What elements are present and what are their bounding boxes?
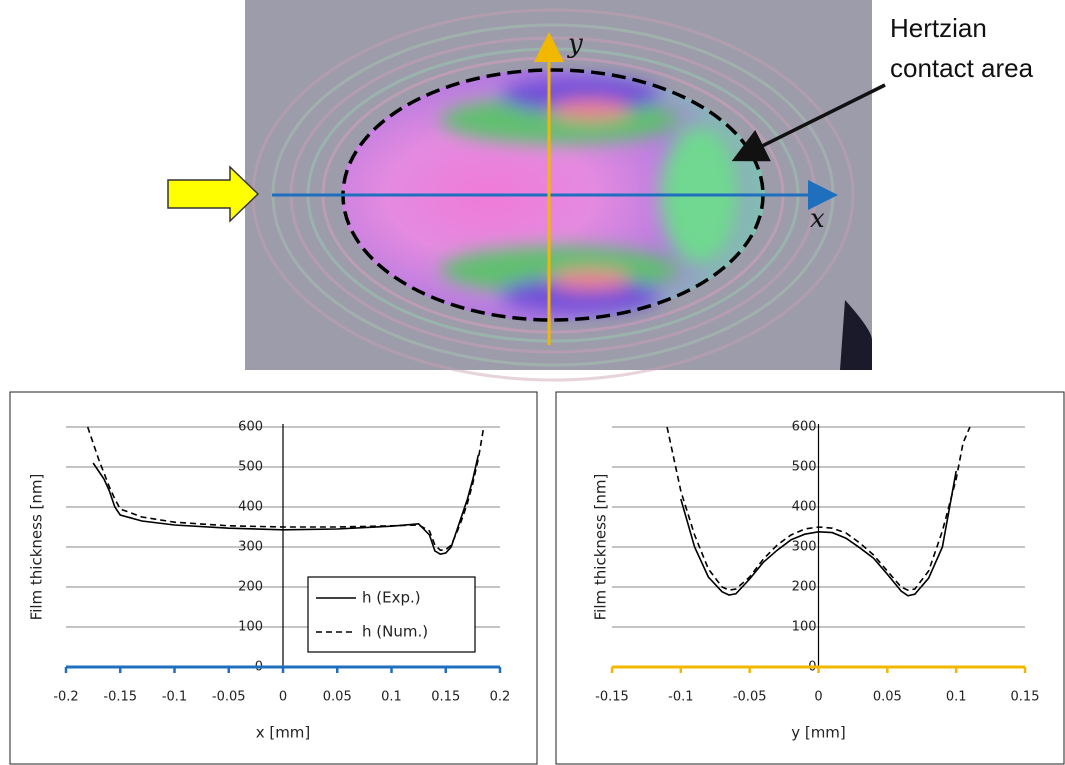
x-axis-label: x: [810, 204, 825, 234]
x-tick-label: 0.15: [431, 690, 460, 705]
x-tick-label: -0.05: [733, 690, 767, 705]
x-tick-label: 0.05: [323, 690, 352, 705]
x-axis-title: x [mm]: [256, 724, 311, 742]
y-tick-label: 500: [238, 460, 263, 475]
y-axis-title: Film thickness [nm]: [28, 474, 46, 621]
x-tick-label: 0.1: [946, 690, 967, 705]
x-tick-label: -0.05: [212, 690, 246, 705]
y-tick-label: 300: [792, 540, 817, 555]
x-tick-label: 0.05: [873, 690, 902, 705]
y-tick-label: 600: [792, 420, 817, 435]
x-tick-label: 0: [279, 690, 287, 705]
x-tick-label: -0.15: [103, 690, 137, 705]
legend-label: h (Num.): [362, 623, 428, 641]
y-tick-label: 100: [792, 620, 817, 635]
legend: h (Exp.) h (Num.): [307, 576, 476, 653]
annotation: Hertzian: [890, 13, 987, 43]
y-axis-title: Film thickness [nm]: [592, 474, 610, 621]
x-tick-label: 0: [814, 690, 822, 705]
y-axis-label: y: [567, 29, 583, 59]
x-tick-label: 0.15: [1011, 690, 1040, 705]
x-axis-title: y [mm]: [791, 724, 846, 742]
data-line: [86, 426, 485, 552]
data-line: [666, 426, 971, 592]
chart-frame: [555, 391, 1065, 765]
y-tick-label: 400: [238, 500, 263, 515]
y-tick-label: 300: [238, 540, 263, 555]
y-tick-label: 400: [792, 500, 817, 515]
y-tick-label: 500: [792, 460, 817, 475]
x-tick-label: -0.2: [53, 690, 78, 705]
x-tick-label: 0.2: [490, 690, 511, 705]
interferogram: x y Hertzian contact area: [167, 0, 1034, 382]
y-tick-label: 100: [238, 620, 263, 635]
x-tick-label: 0.1: [381, 690, 402, 705]
annotation: contact area: [890, 53, 1034, 83]
x-tick-label: -0.1: [162, 690, 187, 705]
legend-label: h (Exp.): [362, 589, 421, 607]
y-tick-label: 600: [238, 420, 263, 435]
y-tick-label: 200: [792, 580, 817, 595]
x-tick-label: -0.15: [595, 690, 629, 705]
legend-box: [307, 576, 476, 653]
x-tick-label: -0.1: [668, 690, 693, 705]
y-tick-label: 200: [238, 580, 263, 595]
data-line: [680, 470, 957, 597]
